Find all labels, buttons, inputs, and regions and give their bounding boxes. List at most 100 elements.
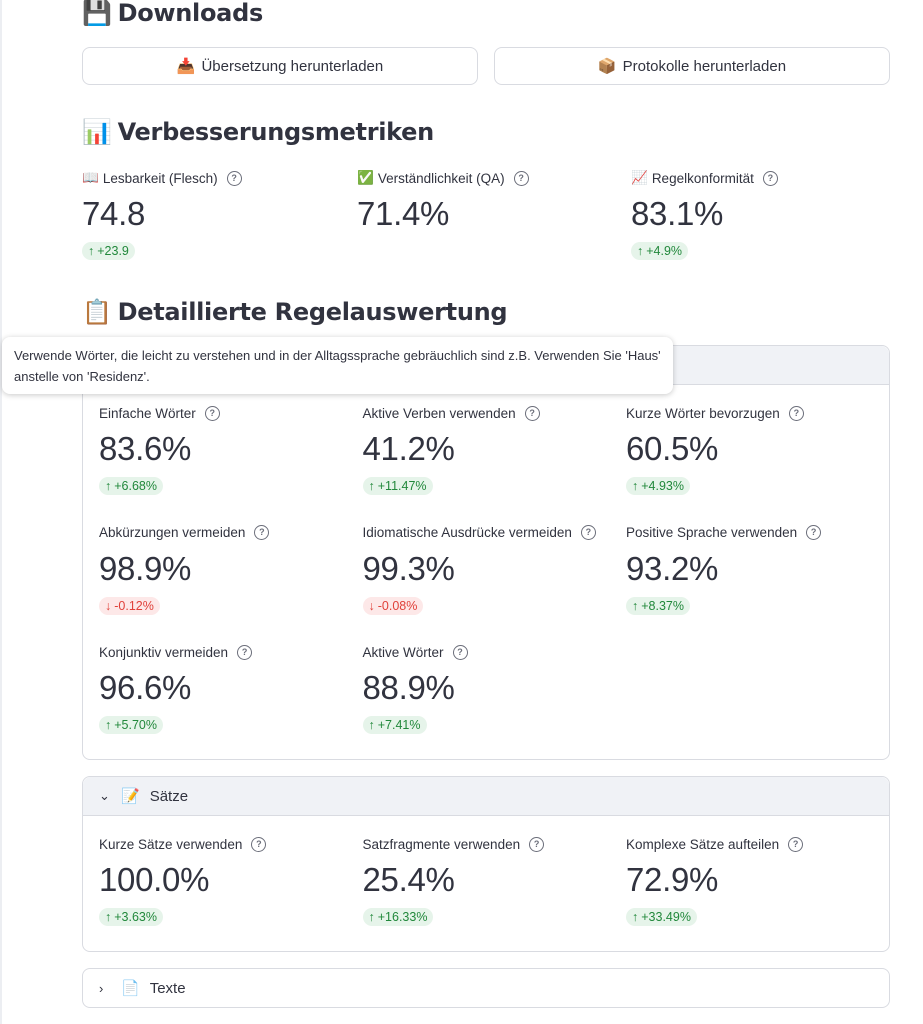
question-circle-icon[interactable]: ? <box>254 525 270 540</box>
arrow-up-icon: ↑ <box>105 910 112 924</box>
download-buttons: 📥 Übersetzung herunterladen 📦 Protokolle… <box>82 47 890 85</box>
rule-metric: Positive Sprache verwenden? 93.2% ↑ +8.37% <box>626 523 876 615</box>
metrics-title: Verbesserungsmetriken <box>117 118 435 146</box>
metric-delta: ↑ +8.37% <box>626 596 690 615</box>
inbox-tray-icon: 📥 <box>176 57 196 75</box>
metric-value: 99.3% <box>362 549 455 587</box>
arrow-up-icon: ↑ <box>105 479 112 493</box>
question-circle-icon[interactable]: ? <box>237 644 253 660</box>
question-circle-icon[interactable]: ? <box>226 170 242 186</box>
download-logs-button[interactable]: 📦 Protokolle herunterladen <box>494 47 890 85</box>
metric-value: 100.0% <box>99 861 210 898</box>
question-circle-icon[interactable]: ? <box>452 644 468 660</box>
question-circle-icon[interactable]: ? <box>204 405 220 421</box>
rule-metric: Satzfragmente verwenden? 25.4% ↑ +16.33% <box>362 834 613 926</box>
arrow-down-icon: ↓ <box>105 598 112 613</box>
arrow-up-icon: ↑ <box>105 718 112 732</box>
arrow-up-icon: ↑ <box>368 910 375 924</box>
downloads-heading: 💾 Downloads <box>82 0 263 30</box>
floppy-disk-icon: 💾 <box>82 0 112 27</box>
metric-label: Idiomatische Ausdrücke vermeiden? <box>363 523 613 543</box>
metric-delta-text: +6.68% <box>114 479 157 493</box>
question-circle-icon[interactable]: ? <box>513 170 529 186</box>
question-circle-icon[interactable]: ? <box>580 525 596 540</box>
metric-delta-text: +3.63% <box>114 910 157 924</box>
rules-title: Detaillierte Regelauswertung <box>117 298 508 326</box>
question-circle-icon[interactable]: ? <box>788 405 804 421</box>
sidebar-edge <box>0 0 2 1024</box>
open-book-icon: 📖 <box>82 170 99 186</box>
metric-delta: ↑ +23.9 <box>82 242 135 260</box>
metric-delta-text: +23.9 <box>97 244 129 258</box>
metric-label: Kurze Wörter bevorzugen? <box>626 403 876 423</box>
downloads-title: Downloads <box>117 0 264 27</box>
metric-delta: ↑ +16.33% <box>362 908 434 926</box>
rule-metric: Einfache Wörter? 83.6% ↑ +6.68% <box>99 403 349 495</box>
rule-metric: Idiomatische Ausdrücke vermeiden? 99.3% ↓ -… <box>362 523 613 615</box>
clipboard-icon: 📋 <box>82 298 112 326</box>
metric-delta: ↑ +4.93% <box>626 477 690 495</box>
metric-readability: 📖 Lesbarkeit (Flesch) ? 74.8 ↑ +23.9 <box>82 168 332 260</box>
metric-value: 98.9% <box>99 549 192 587</box>
metric-label: 📖 Lesbarkeit (Flesch) ? <box>82 168 332 188</box>
expander-words: Einfache Wörter? 83.6% ↑ +6.68% Aktive Verbe… <box>82 345 890 760</box>
chevron-right-icon: › <box>99 980 104 996</box>
expander-saetze-header[interactable]: ⌄ 📝 Sätze <box>83 777 889 816</box>
metric-label: Konjunktiv vermeiden? <box>99 642 349 662</box>
expander-saetze: ⌄ 📝 Sätze Kurze Sätze verwenden? 100.0% ↑ +… <box>82 776 890 952</box>
metric-delta-text: +5.70% <box>114 718 157 732</box>
question-circle-icon[interactable]: ? <box>762 170 778 186</box>
metric-value: 25.4% <box>362 861 455 898</box>
metric-value: 72.9% <box>626 861 719 898</box>
question-circle-icon[interactable]: ? <box>524 405 540 421</box>
question-circle-icon[interactable]: ? <box>251 836 267 852</box>
metric-rule-conformity: 📈 Regelkonformität ? 83.1% ↑ +4.9% <box>631 168 881 260</box>
metric-delta-text: +4.93% <box>641 479 684 493</box>
metric-delta: ↓ -0.12% <box>99 596 160 615</box>
metric-delta: ↑ +33.49% <box>626 908 697 926</box>
metric-label-text: Satzfragmente verwenden <box>362 836 521 852</box>
metric-label: Komplexe Sätze aufteilen? <box>626 834 876 854</box>
metric-label-text: Lesbarkeit (Flesch) <box>102 170 218 186</box>
metric-comprehensibility: ✅ Verständlichkeit (QA) ? 71.4% <box>357 168 607 234</box>
metric-delta-text: +33.49% <box>641 910 691 924</box>
metric-delta: ↑ +6.68% <box>99 477 163 495</box>
metric-label: Aktive Verben verwenden? <box>363 403 613 423</box>
metric-delta: ↓ -0.08% <box>362 596 424 615</box>
question-circle-icon[interactable]: ? <box>806 525 822 540</box>
rules-heading: 📋 Detaillierte Regelauswertung <box>82 294 508 330</box>
arrow-up-icon: ↑ <box>632 598 639 613</box>
expander-texte-header[interactable]: › 📄 Texte <box>83 969 889 1007</box>
rule-metric: Aktive Verben verwenden? 41.2% ↑ +11.47% <box>362 403 613 495</box>
metric-label: Satzfragmente verwenden? <box>363 834 613 854</box>
metric-value: 88.9% <box>362 669 455 706</box>
page-icon: 📄 <box>121 979 140 997</box>
rule-metric: Kurze Wörter bevorzugen? 60.5% ↑ +4.93% <box>626 403 876 495</box>
download-translation-label: Übersetzung herunterladen <box>201 57 384 75</box>
package-icon: 📦 <box>597 57 617 75</box>
metric-label-text: Einfache Wörter <box>99 405 196 421</box>
metric-delta: ↑ +5.70% <box>99 716 163 734</box>
arrow-up-icon: ↑ <box>368 479 375 493</box>
metric-label-text: Positive Sprache verwenden <box>626 525 798 540</box>
metric-value: 60.5% <box>626 430 719 467</box>
metrics-heading: 📊 Verbesserungsmetriken <box>82 114 434 150</box>
question-circle-icon[interactable]: ? <box>788 836 804 852</box>
metric-delta-text: -0.12% <box>114 598 154 613</box>
question-circle-icon[interactable]: ? <box>529 836 545 852</box>
metric-label-text: Aktive Wörter <box>362 644 444 660</box>
metric-delta-text: +4.9% <box>646 244 683 258</box>
arrow-up-icon: ↑ <box>368 718 375 732</box>
metric-label-text: Idiomatische Ausdrücke vermeiden <box>362 525 572 540</box>
metric-delta: ↑ +3.63% <box>99 908 163 926</box>
metric-value: 83.1% <box>631 195 724 232</box>
chevron-down-icon: ⌄ <box>99 788 110 803</box>
metric-value: 74.8 <box>82 195 146 232</box>
metric-value: 71.4% <box>357 195 450 232</box>
expander-texte[interactable]: › 📄 Texte <box>82 968 890 1008</box>
metric-delta: ↑ +11.47% <box>362 477 433 495</box>
download-translation-button[interactable]: 📥 Übersetzung herunterladen <box>82 47 478 85</box>
metric-label-text: Verständlichkeit (QA) <box>377 170 505 186</box>
metric-label-text: Kurze Wörter bevorzugen <box>626 405 780 421</box>
expander-texte-title: Texte <box>149 979 186 997</box>
